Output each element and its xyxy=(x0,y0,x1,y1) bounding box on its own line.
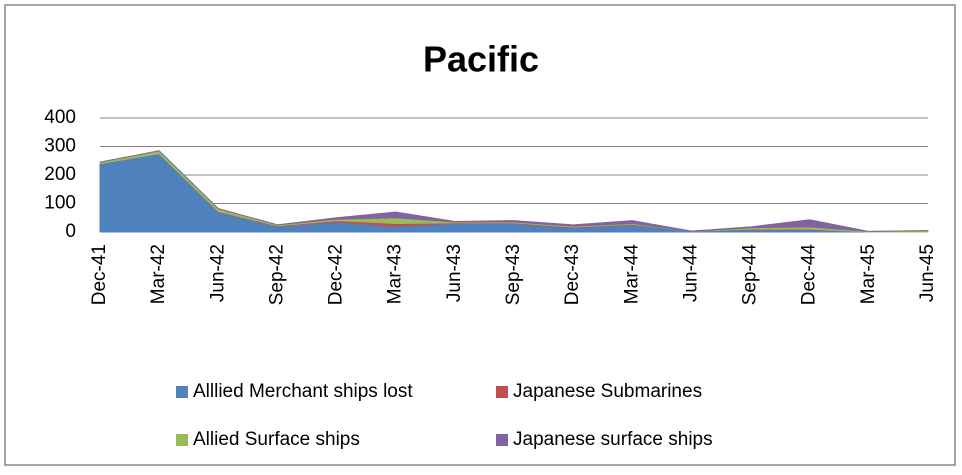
legend-swatch xyxy=(176,434,188,446)
x-tick-label: Jun-44 xyxy=(680,244,701,303)
x-tick-label: Mar-44 xyxy=(621,244,642,305)
chart-frame xyxy=(4,4,956,466)
x-tick-label: Dec-43 xyxy=(562,244,583,305)
x-tick-label: Dec-44 xyxy=(799,244,820,306)
legend-label: Alllied Merchant ships lost xyxy=(193,381,413,402)
x-tick-label: Mar-45 xyxy=(858,244,879,304)
y-tick-label: 100 xyxy=(44,193,76,214)
y-tick-label: 0 xyxy=(65,221,76,242)
x-tick-label: Sep-43 xyxy=(503,244,524,305)
y-tick-label: 400 xyxy=(44,107,76,128)
y-tick-label: 200 xyxy=(44,164,76,185)
legend-label: Allied Surface ships xyxy=(193,429,360,450)
area xyxy=(99,150,929,232)
legend-swatch xyxy=(496,434,508,446)
x-tick-label: Sep-44 xyxy=(740,244,761,306)
legend-label: Japanese Submarines xyxy=(513,381,702,402)
x-tick-label: Jun-43 xyxy=(444,244,465,302)
y-tick-label: 300 xyxy=(44,136,76,157)
x-tick-label: Mar-43 xyxy=(385,244,406,304)
x-tick-label: Jun-45 xyxy=(917,244,938,302)
x-tick-label: Mar-42 xyxy=(148,244,169,304)
legend-swatch xyxy=(496,386,508,398)
x-tick-label: Jun-42 xyxy=(207,244,228,302)
x-tick-label: Dec-41 xyxy=(89,244,110,305)
legend-swatch xyxy=(176,386,188,398)
x-tick-label: Dec-42 xyxy=(326,244,347,305)
chart-title: Pacific xyxy=(423,39,539,80)
legend-label: Japanese surface ships xyxy=(513,429,713,450)
x-tick-label: Sep-42 xyxy=(266,244,287,305)
